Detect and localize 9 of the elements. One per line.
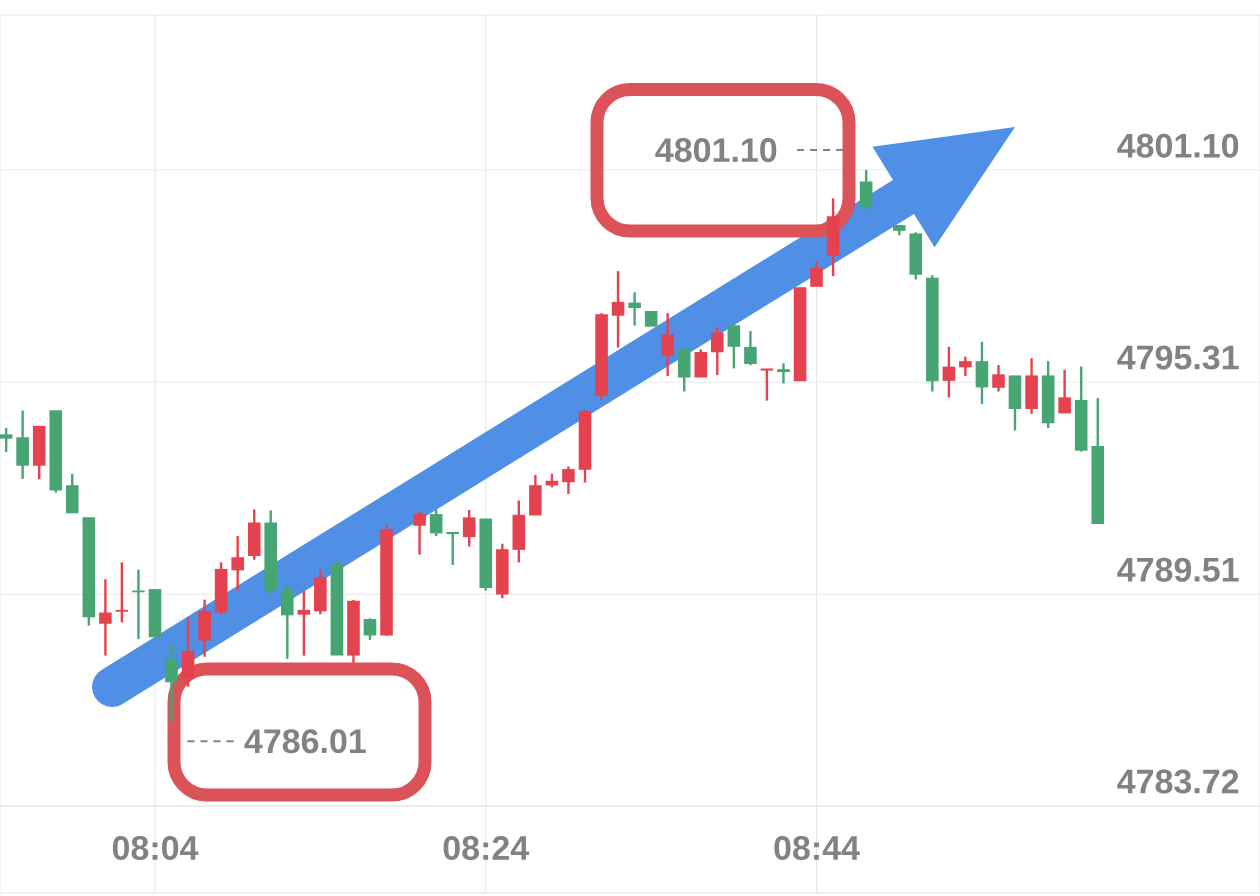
x-tick-label: 08:24 xyxy=(443,835,530,861)
annotation: 4786.01 xyxy=(244,729,366,754)
y-tick-label: 4789.51 xyxy=(1117,557,1239,582)
x-tick-label: 08:04 xyxy=(112,835,199,861)
y-tick-label: 4795.31 xyxy=(1117,345,1239,370)
annotation: 4801.10 xyxy=(655,138,777,163)
x-tick-label: 08:44 xyxy=(774,835,860,861)
y-tick-label: 4801.10 xyxy=(1117,133,1239,158)
y-tick-label: 4783.72 xyxy=(1117,769,1239,794)
